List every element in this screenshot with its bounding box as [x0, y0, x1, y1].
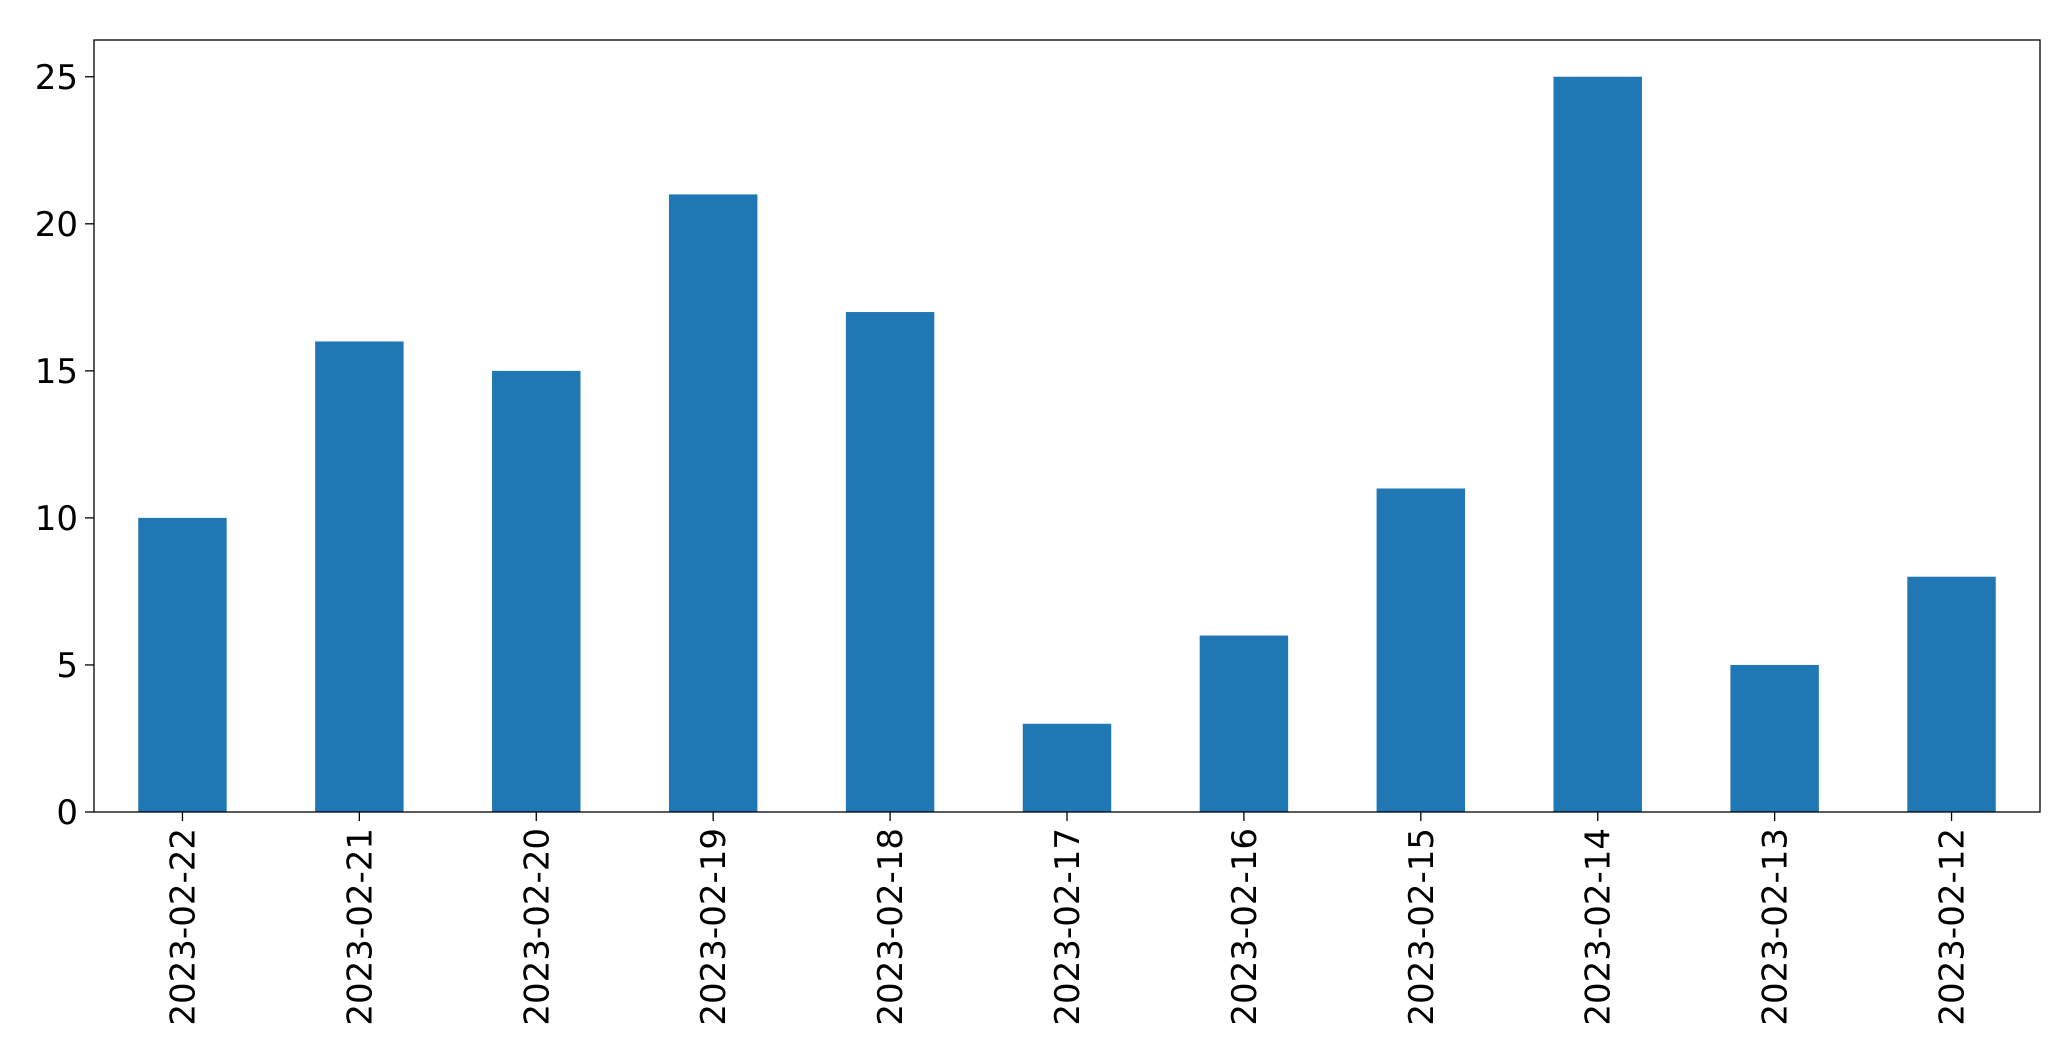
bar — [845, 312, 935, 812]
x-tick-label: 2023-02-14 — [1579, 828, 1619, 1026]
x-tick-label: 2023-02-15 — [1402, 828, 1442, 1026]
bar — [1199, 635, 1289, 812]
bar — [668, 194, 758, 812]
y-tick-label: 15 — [35, 352, 78, 392]
x-tick-label: 2023-02-22 — [163, 828, 203, 1026]
y-tick-label: 0 — [56, 793, 78, 833]
bar — [492, 370, 581, 812]
bar — [1022, 723, 1112, 812]
x-tick-label: 2023-02-19 — [694, 828, 734, 1026]
bar — [1553, 76, 1642, 812]
y-tick-label: 25 — [35, 58, 78, 98]
bar — [1907, 576, 1996, 812]
x-tick-label: 2023-02-21 — [340, 828, 380, 1026]
x-tick-label: 2023-02-16 — [1225, 828, 1265, 1026]
x-tick-label: 2023-02-13 — [1756, 828, 1796, 1026]
x-tick-label: 2023-02-20 — [517, 828, 557, 1026]
y-tick-label: 5 — [56, 646, 78, 686]
bar — [1730, 664, 1819, 812]
x-tick-label: 2023-02-17 — [1048, 828, 1088, 1026]
x-tick-label: 2023-02-18 — [871, 828, 911, 1026]
y-tick-label: 10 — [35, 499, 78, 539]
y-tick-label: 20 — [35, 205, 78, 245]
x-tick-label: 2023-02-12 — [1933, 828, 1973, 1026]
bar — [315, 341, 404, 812]
bar — [1376, 488, 1466, 812]
bar — [138, 517, 227, 812]
plot-frame — [93, 39, 2041, 813]
